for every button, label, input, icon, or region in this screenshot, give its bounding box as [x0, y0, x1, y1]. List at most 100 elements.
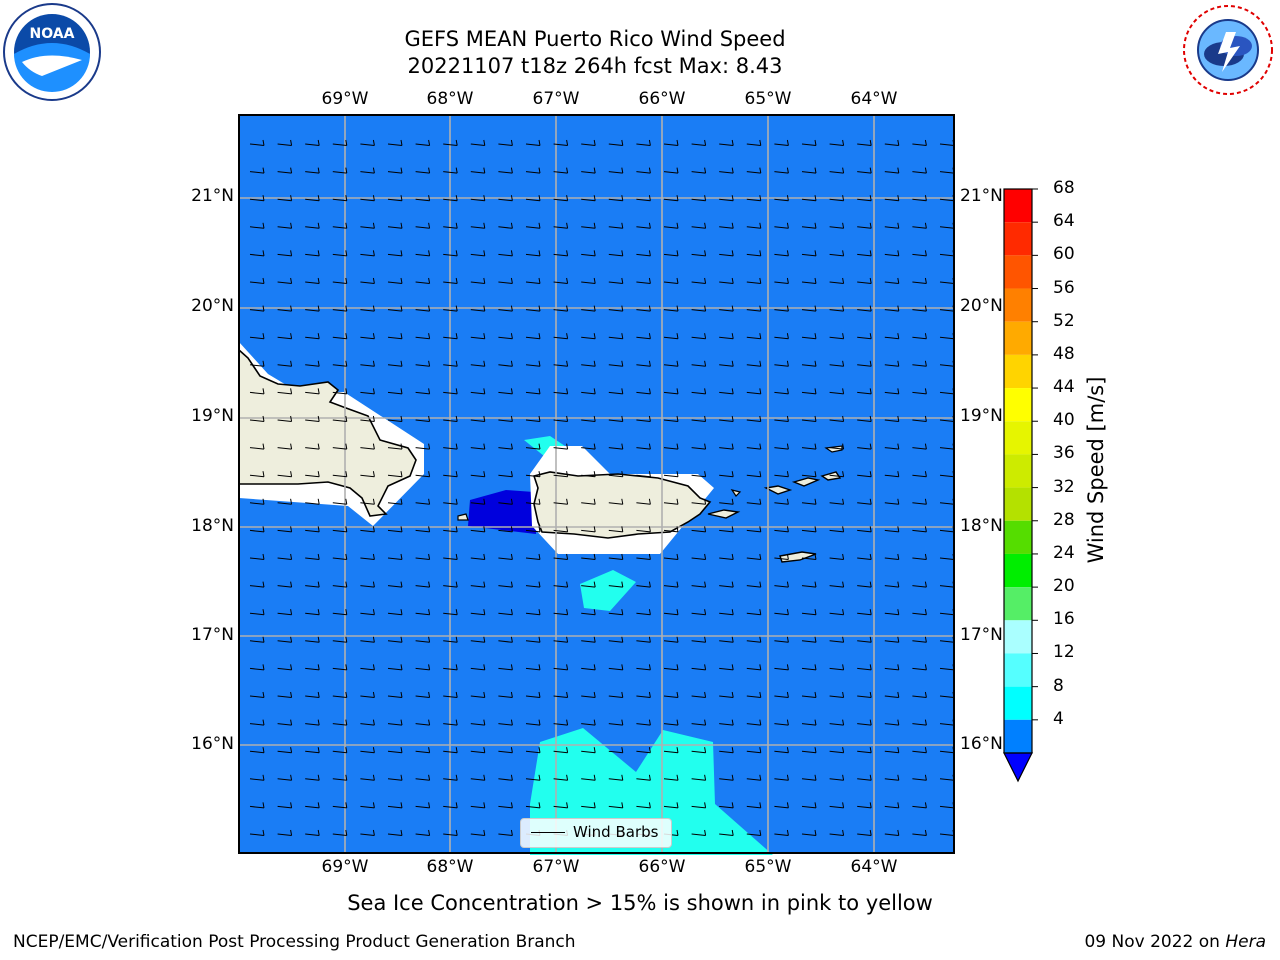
wind-barb	[525, 195, 541, 202]
wind-barb	[608, 636, 624, 643]
wind-barb	[305, 691, 320, 698]
wind-barb	[360, 167, 375, 174]
wind-barb	[415, 829, 431, 836]
wind-barb	[470, 581, 486, 588]
wind-barb	[829, 609, 845, 616]
wind-barb	[608, 333, 624, 340]
wind-barb	[470, 305, 486, 312]
wind-barb	[829, 222, 845, 229]
wind-barb	[525, 333, 541, 340]
wind-barb	[415, 167, 431, 174]
wind-barb	[746, 636, 762, 643]
footer-date: 09 Nov 2022 on Hera	[1084, 932, 1266, 952]
wind-barb	[277, 305, 293, 312]
wind-barb	[636, 250, 651, 257]
wind-barb	[719, 471, 734, 478]
lon-label-top-64w: 64°W	[850, 89, 898, 109]
wind-barb	[857, 636, 872, 643]
wind-area-mona-passage	[468, 490, 536, 534]
wind-barb	[912, 360, 927, 367]
wind-barb	[801, 774, 817, 781]
wind-barb-legend: Wind Barbs	[520, 818, 672, 848]
wind-barb	[746, 222, 762, 229]
wind-barb	[360, 691, 375, 698]
wind-barb	[912, 388, 927, 395]
wind-barb	[663, 609, 679, 616]
wind-barb	[801, 195, 817, 202]
wind-barb	[884, 305, 900, 312]
wind-barb	[470, 774, 486, 781]
wind-barb	[581, 333, 596, 340]
map-panel[interactable]	[238, 114, 956, 855]
wind-barb	[249, 415, 265, 422]
wind-barb	[525, 388, 541, 395]
wind-barb	[884, 636, 900, 643]
wind-barb	[443, 195, 458, 202]
wind-barb	[498, 195, 513, 202]
wind-barb	[498, 553, 513, 560]
wind-barb	[415, 360, 431, 367]
wind-barb	[857, 719, 872, 726]
wind-barb	[884, 471, 900, 478]
wind-barb	[746, 553, 762, 560]
colorbar-band-36	[1004, 454, 1032, 488]
wind-barb	[525, 553, 541, 560]
wind-barb	[774, 719, 789, 726]
wind-barb	[249, 471, 265, 478]
wind-barb	[443, 526, 458, 533]
wind-barb	[277, 636, 293, 643]
wind-barb	[332, 195, 348, 202]
colorbar-tick-20: 20	[1053, 576, 1075, 597]
wind-barb	[719, 167, 734, 174]
wind-barb	[912, 719, 927, 726]
wind-barb	[498, 250, 513, 257]
lon-label-bottom-67w: 67°W	[532, 857, 580, 877]
wind-barb	[305, 139, 320, 146]
wind-barb	[249, 802, 265, 809]
wind-barb	[470, 691, 486, 698]
wind-barb	[553, 802, 569, 809]
gridlines	[239, 115, 954, 853]
wind-barb	[663, 526, 679, 533]
wind-barb	[553, 443, 569, 450]
wind-barb	[636, 471, 651, 478]
wind-barb	[498, 360, 513, 367]
wind-barb	[387, 277, 403, 284]
wind-barb	[691, 526, 707, 533]
lat-label-right-19n: 19°N	[960, 406, 1003, 426]
wind-barb	[443, 277, 458, 284]
wind-barb	[581, 609, 596, 616]
wind-barb	[912, 139, 927, 146]
wind-barb	[719, 139, 734, 146]
colorbar-tick-68: 68	[1053, 178, 1075, 198]
lat-label-left-19n: 19°N	[191, 406, 234, 426]
wind-barb	[691, 277, 707, 284]
colorbar-tick-24: 24	[1053, 542, 1075, 563]
wind-barb	[305, 719, 320, 726]
wind-barb	[636, 333, 651, 340]
wind-barb	[332, 829, 348, 836]
wind-barb	[305, 802, 320, 809]
wind-barb	[277, 609, 293, 616]
wind-barb	[415, 388, 431, 395]
colorbar-tick-4: 4	[1053, 708, 1064, 729]
wind-barb	[829, 802, 845, 809]
colorbar-band-4	[1004, 719, 1032, 753]
wind-barb	[636, 636, 651, 643]
wind-barb	[498, 277, 513, 284]
wind-barb	[636, 747, 651, 754]
wind-barb	[691, 498, 707, 505]
wind-barb	[415, 139, 431, 146]
wind-barb	[332, 415, 348, 422]
wind-barb	[857, 305, 872, 312]
wind-barb	[663, 167, 679, 174]
wind-barb	[691, 774, 707, 781]
wind-barb	[581, 691, 596, 698]
wind-barb	[277, 471, 293, 478]
wind-barb	[415, 277, 431, 284]
colorbar-tick-40: 40	[1053, 410, 1075, 431]
wind-barb	[277, 829, 293, 836]
wind-barb	[415, 526, 431, 533]
wind-barb	[553, 139, 569, 146]
wind-barb	[553, 609, 569, 616]
